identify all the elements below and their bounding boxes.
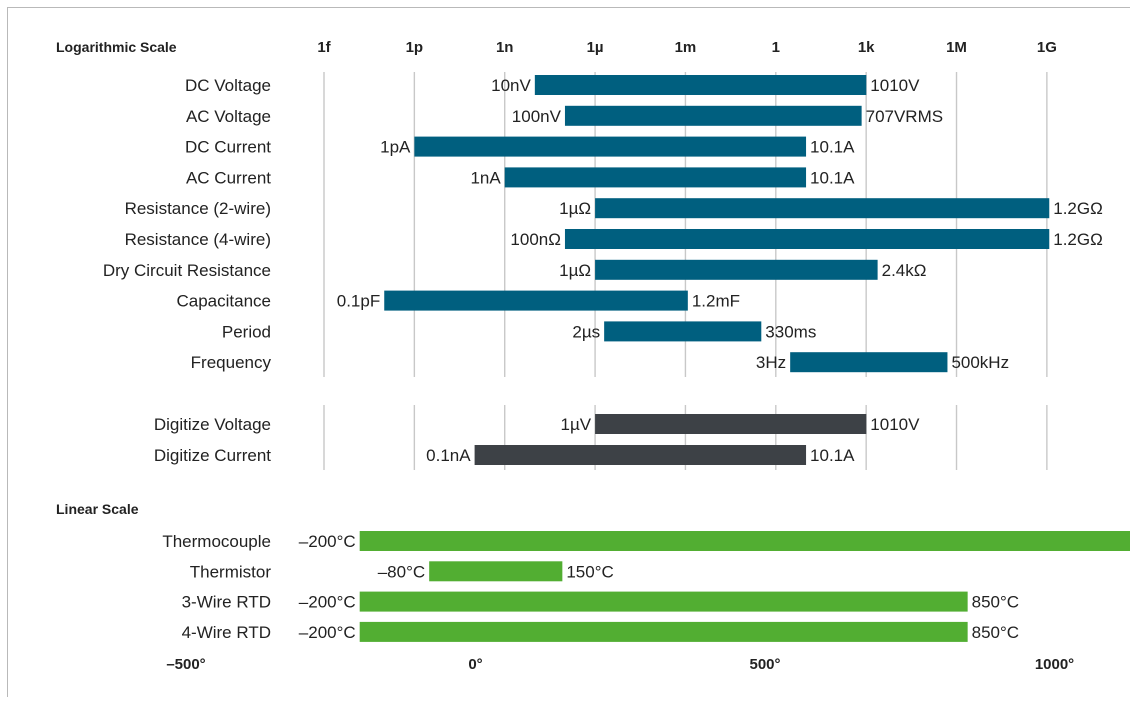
range-max-label: 10.1A — [810, 446, 855, 465]
range-bar — [604, 321, 762, 342]
row-label: Period — [222, 322, 271, 341]
row-label: Frequency — [191, 353, 272, 372]
range-min-label: 0.1pF — [337, 292, 380, 311]
row-label: 3-Wire RTD — [182, 593, 271, 612]
row-label: Digitize Voltage — [154, 415, 271, 434]
range-max-label: 330ms — [765, 322, 816, 341]
row-label: Dry Circuit Resistance — [103, 261, 271, 280]
range-min-label: 2µs — [572, 322, 600, 341]
range-min-label: –200°C — [299, 593, 356, 612]
log-tick-label: 1 — [772, 39, 780, 56]
range-min-label: 10nV — [491, 76, 531, 95]
range-bar — [790, 352, 948, 373]
row-label: 4-Wire RTD — [182, 623, 271, 642]
row-label: Digitize Current — [154, 446, 271, 465]
log-tick-label: 1µ — [587, 39, 604, 56]
log-tick-label: 1p — [406, 39, 424, 56]
range-bar — [359, 621, 968, 642]
range-bar — [564, 229, 1050, 249]
range-min-label: 1µΩ — [559, 199, 591, 218]
linear-tick-label: 0° — [468, 656, 482, 673]
range-bar — [595, 198, 1050, 219]
range-min-label: 3Hz — [756, 353, 786, 372]
range-min-label: 1nA — [470, 168, 501, 187]
range-bar — [359, 531, 1130, 551]
range-min-label: 100nΩ — [510, 230, 561, 249]
range-max-label: 150°C — [566, 562, 613, 581]
range-min-label: –200°C — [299, 532, 356, 551]
row-label: Resistance (2-wire) — [125, 199, 271, 218]
row-label: Resistance (4-wire) — [125, 230, 271, 249]
row-label: DC Current — [185, 138, 271, 157]
range-max-label: 10.1A — [810, 138, 855, 157]
range-min-label: 1µΩ — [559, 261, 591, 280]
range-min-label: 0.1nA — [426, 446, 471, 465]
row-label: Thermocouple — [162, 532, 271, 551]
range-max-label: 1.2mF — [692, 292, 740, 311]
log-tick-label: 1k — [858, 39, 875, 56]
range-max-label: 1010V — [870, 415, 920, 434]
range-bar — [564, 105, 862, 126]
range-bar — [504, 167, 807, 188]
log-scale-title: Logarithmic Scale — [56, 39, 177, 55]
range-bar — [359, 591, 968, 612]
linear-tick-label: 500° — [749, 656, 780, 673]
range-bar — [414, 136, 807, 157]
row-label: Capacitance — [176, 292, 271, 311]
range-max-label: 1.2GΩ — [1053, 199, 1103, 218]
range-bar — [474, 445, 807, 465]
range-bar — [429, 561, 563, 582]
log-tick-label: 1f — [317, 39, 331, 56]
linear-scale-title: Linear Scale — [56, 501, 139, 517]
range-bar — [595, 414, 867, 434]
range-min-label: 100nV — [512, 107, 562, 126]
range-bar — [595, 259, 878, 280]
range-max-label: 850°C — [972, 623, 1019, 642]
chart-frame — [7, 7, 1130, 697]
range-bar — [534, 75, 867, 95]
range-max-label: 1.2GΩ — [1053, 230, 1103, 249]
range-max-label: 1010V — [870, 76, 920, 95]
log-tick-label: 1m — [675, 39, 697, 56]
range-min-label: 1pA — [380, 138, 411, 157]
range-bar — [384, 290, 688, 311]
log-tick-label: 1n — [496, 39, 514, 56]
range-max-label: 2.4kΩ — [882, 261, 927, 280]
range-max-label: 707VRMS — [866, 107, 943, 126]
range-max-label: 500kHz — [951, 353, 1009, 372]
linear-tick-label: 1000° — [1035, 656, 1074, 673]
row-label: Thermistor — [190, 562, 272, 581]
row-label: AC Voltage — [186, 107, 271, 126]
range-min-label: –200°C — [299, 623, 356, 642]
range-max-label: 10.1A — [810, 168, 855, 187]
range-min-label: 1µV — [560, 415, 591, 434]
range-max-label: 850°C — [972, 593, 1019, 612]
row-label: DC Voltage — [185, 76, 271, 95]
linear-tick-label: –500° — [166, 656, 205, 673]
row-label: AC Current — [186, 168, 271, 187]
log-tick-label: 1M — [946, 39, 967, 56]
log-tick-label: 1G — [1037, 39, 1057, 56]
range-min-label: –80°C — [378, 562, 425, 581]
